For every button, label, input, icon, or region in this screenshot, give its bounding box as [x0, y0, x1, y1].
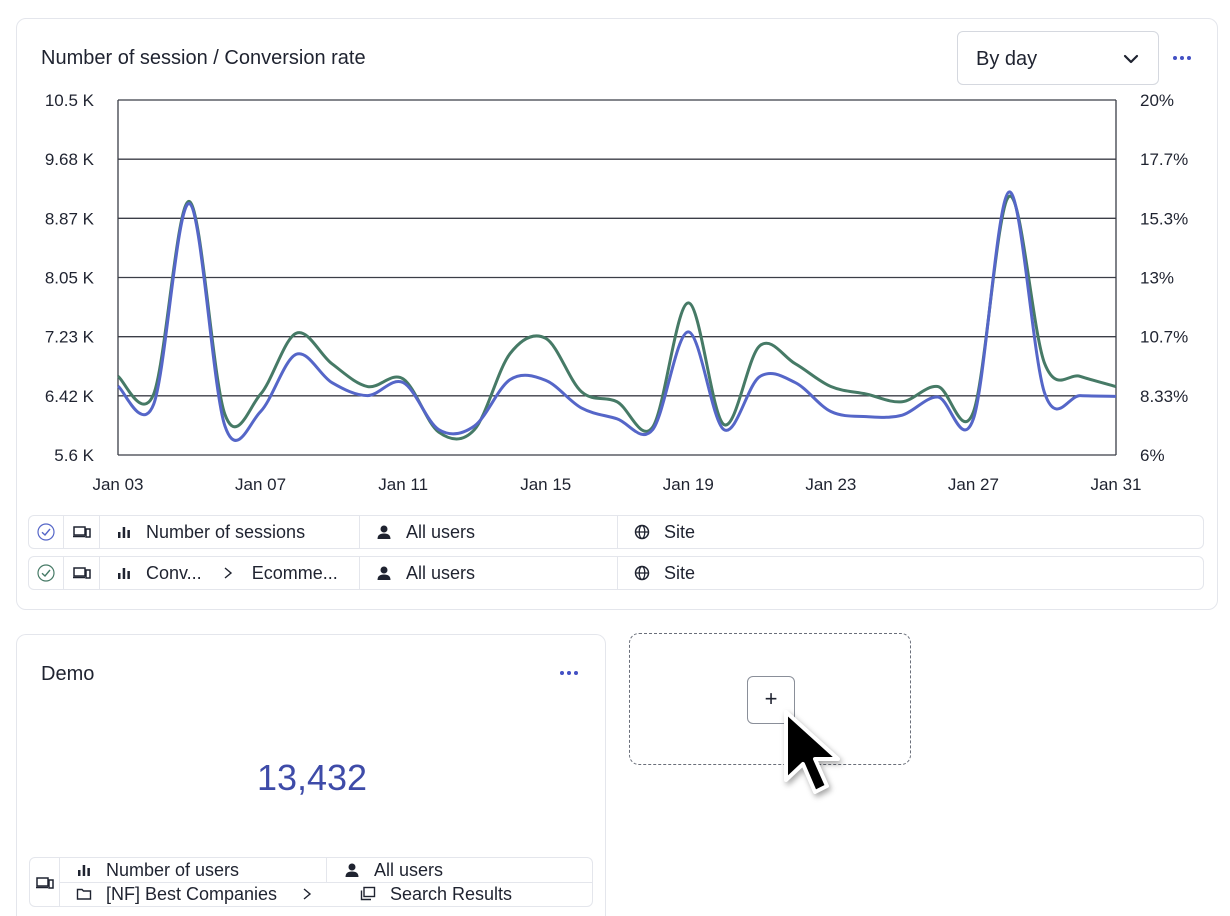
metric-label: Conv... — [146, 562, 202, 583]
chart-card: Number of session / Conversion rate By d… — [16, 18, 1218, 610]
segment-label: All users — [406, 562, 476, 583]
series-line-number-of-sessions — [116, 190, 1117, 442]
folder-icon — [76, 888, 92, 900]
demo-segment-label: All users — [374, 859, 444, 880]
more-options-icon[interactable] — [1170, 48, 1194, 68]
demo-folder-label: [NF] Best Companies — [106, 883, 278, 904]
check-circle-icon[interactable] — [37, 564, 55, 582]
demo-card-title: Demo — [41, 663, 95, 685]
demo-metric-box[interactable]: Number of users All users [NF] Best Comp… — [29, 857, 593, 907]
y-right-tick-label: 13% — [1140, 269, 1174, 288]
y-left-tick-label: 5.6 K — [54, 446, 94, 465]
check-circle-icon[interactable] — [37, 523, 55, 541]
y-left-tick-label: 9.68 K — [45, 150, 95, 169]
y-left-tick-label: 7.23 K — [45, 328, 95, 347]
x-tick-label: Jan 11 — [378, 475, 428, 494]
mouse-cursor-icon — [784, 710, 840, 794]
y-right-tick-label: 15.3% — [1140, 209, 1188, 228]
x-tick-label: Jan 31 — [1090, 475, 1141, 494]
x-tick-label: Jan 23 — [805, 475, 856, 494]
user-icon — [345, 863, 359, 877]
chart-title: Number of session / Conversion rate — [41, 47, 366, 69]
y-left-tick-label: 8.05 K — [45, 269, 95, 288]
kpi-value: 13,432 — [256, 757, 368, 798]
user-icon — [377, 525, 391, 539]
segment-label: All users — [406, 521, 476, 542]
y-right-tick-label: 17.7% — [1140, 150, 1188, 169]
y-left-tick-label: 6.42 K — [45, 387, 95, 406]
demo-card: Demo 13,432 Number of users All users — [16, 634, 606, 916]
devices-icon — [72, 526, 91, 538]
globe-icon — [634, 565, 650, 581]
y-left-tick-label: 8.87 K — [45, 209, 95, 228]
scope-label: Site — [664, 562, 696, 583]
chevron-down-icon — [1123, 54, 1139, 64]
y-left-tick-label: 10.5 K — [45, 91, 95, 110]
bar-chart-icon — [118, 568, 130, 579]
series-line-conversion-rate — [116, 194, 1117, 441]
x-tick-label: Jan 27 — [948, 475, 999, 494]
user-icon — [377, 566, 391, 580]
bar-chart-icon — [118, 527, 130, 538]
x-tick-label: Jan 19 — [663, 475, 714, 494]
granularity-select[interactable]: By day — [957, 31, 1159, 85]
demo-page-label: Search Results — [390, 883, 513, 904]
y-right-tick-label: 20% — [1140, 91, 1174, 110]
y-right-tick-label: 6% — [1140, 446, 1165, 465]
x-tick-label: Jan 03 — [92, 475, 143, 494]
chevron-right-icon — [224, 567, 232, 579]
y-right-tick-label: 8.33% — [1140, 387, 1188, 406]
chevron-right-icon — [303, 888, 312, 900]
devices-icon — [36, 877, 54, 889]
more-options-icon[interactable] — [557, 663, 581, 683]
demo-metric-label: Number of users — [106, 859, 240, 880]
x-tick-label: Jan 07 — [235, 475, 286, 494]
metric-sub-label: Ecomme... — [251, 562, 338, 583]
scope-label: Site — [664, 521, 696, 542]
pages-icon — [360, 886, 376, 901]
x-tick-label: Jan 15 — [520, 475, 571, 494]
add-widget-placeholder[interactable]: + — [629, 633, 911, 765]
granularity-select-value: By day — [976, 48, 1038, 70]
devices-icon — [72, 567, 91, 579]
chart-area: 5.6 K 6% 6.42 K 8.33% 7.23 K 10.7% 8.05 K 13% 8.… — [45, 91, 1188, 494]
y-right-tick-label: 10.7% — [1140, 328, 1188, 347]
metric-label: Number of sessions — [146, 521, 306, 542]
metric-row[interactable]: Number of sessions All users Site — [28, 515, 1204, 549]
metric-row[interactable]: Conv... Ecomme... All users Site — [28, 556, 1204, 590]
globe-icon — [634, 524, 650, 540]
bar-chart-icon — [78, 865, 90, 876]
